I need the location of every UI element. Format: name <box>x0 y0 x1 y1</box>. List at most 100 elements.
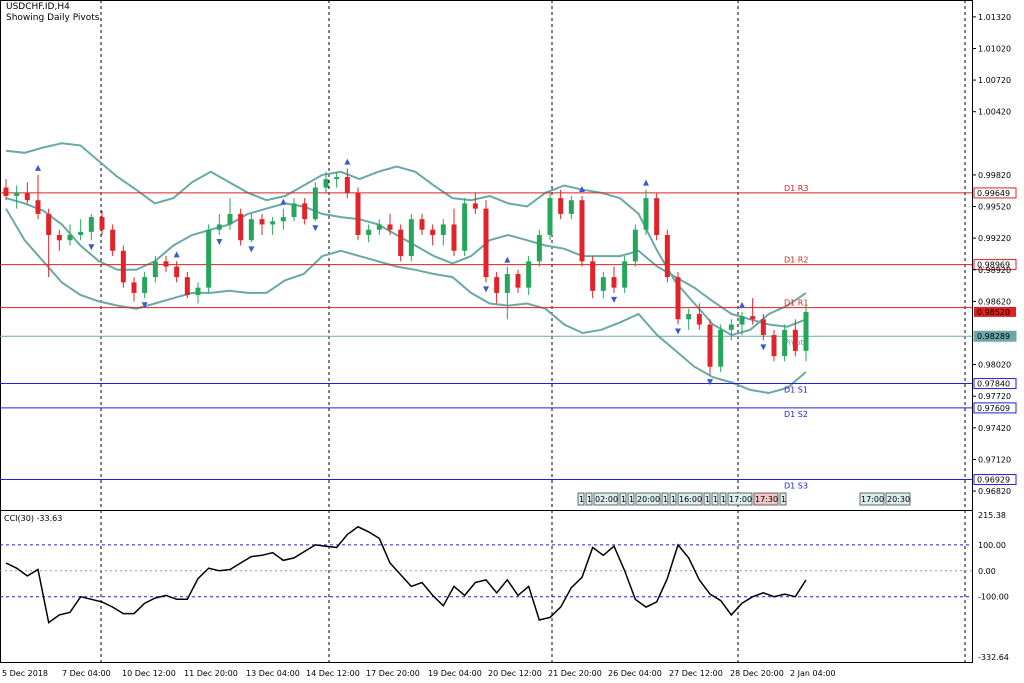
candle-body <box>483 208 489 278</box>
time-marker <box>885 492 911 506</box>
cci-tick-label: -100.00 <box>978 593 1009 602</box>
price-tick-label: 0.98020 <box>978 361 1011 370</box>
time-marker <box>577 492 585 506</box>
time-marker <box>627 492 635 506</box>
fractal-down-arrow <box>312 225 319 232</box>
candle-body <box>462 203 468 251</box>
candle-body <box>323 179 329 188</box>
candle-body <box>195 287 201 296</box>
time-marker-label: 1 <box>721 495 726 504</box>
candle-body <box>568 200 574 214</box>
current-price-label: 0.98520 <box>977 308 1010 317</box>
candle-body <box>312 187 318 220</box>
time-marker <box>753 492 779 506</box>
price-tick-label: 0.97120 <box>978 455 1011 464</box>
price-axis: 1.01320 1.01020 1.00720 1.00420 0.99820 0.995… <box>972 13 1011 496</box>
price-tick-label: 0.97720 <box>978 392 1011 401</box>
time-marker-label: 16:00 <box>679 495 702 504</box>
candle-body <box>344 177 350 193</box>
pivot-price-box <box>973 378 1017 390</box>
fractal-down-arrow <box>707 379 713 386</box>
bollinger-bands <box>5 142 807 395</box>
fractal-down-arrow <box>248 246 255 253</box>
candle-body <box>387 224 393 230</box>
time-axis-label: 7 Dec 04:00 <box>62 669 111 678</box>
time-marker-label: 1 <box>663 495 668 504</box>
candle-body <box>547 198 553 235</box>
cci-indicator: CCI(30) -33.63 215.38 100.00 0.00 -100.00 -33… <box>0 511 1009 662</box>
candle-body <box>622 261 628 288</box>
chart-subtitle: Showing Daily Pivots. <box>6 13 103 23</box>
candle-body <box>472 203 478 209</box>
pivot-price-label: 0.96929 <box>977 476 1010 485</box>
price-tick-label: 1.00720 <box>978 76 1011 85</box>
pivot-price-label: 0.99649 <box>977 189 1010 198</box>
candle-body <box>771 335 777 357</box>
chart-frame <box>0 0 973 663</box>
candle-body <box>216 224 222 230</box>
pivot-label: D1 S3 <box>784 482 808 491</box>
candle-body <box>718 329 724 367</box>
time-marker <box>669 492 677 506</box>
cci-label: CCI(30) -33.63 <box>4 514 62 523</box>
time-axis-label: 13 Dec 04:00 <box>246 669 300 678</box>
candle-body <box>739 316 745 325</box>
candle-body <box>291 203 297 218</box>
time-marker <box>727 492 753 506</box>
time-axis-label: 2 Jan 04:00 <box>790 669 836 678</box>
fractal-up-arrow <box>579 185 585 192</box>
time-axis-label: 19 Dec 04:00 <box>428 669 482 678</box>
time-marker-label: 1 <box>671 495 676 504</box>
candlesticks <box>3 168 809 376</box>
cci-tick-label: 100.00 <box>978 541 1006 550</box>
price-tick-label: 1.00420 <box>978 108 1011 117</box>
candle-body <box>696 314 702 325</box>
time-marker <box>635 492 661 506</box>
time-axis-label: 27 Dec 12:00 <box>669 669 723 678</box>
candle-body <box>14 192 20 196</box>
time-marker-label: 1 <box>713 495 718 504</box>
candle-body <box>792 329 798 351</box>
candle-body <box>174 266 180 278</box>
candle-body <box>504 273 510 293</box>
pivot-price-label: 0.97840 <box>977 380 1010 389</box>
time-marker-label: 02:00 <box>595 495 618 504</box>
candle-body <box>238 213 244 241</box>
price-tick-label: 0.98920 <box>978 266 1011 275</box>
price-tick-label: 0.99220 <box>978 234 1011 243</box>
candle-body <box>750 316 756 320</box>
candle-body <box>248 219 254 241</box>
time-marker-label: 1 <box>621 495 626 504</box>
candle-body <box>419 219 425 230</box>
candle-body <box>494 277 500 293</box>
candle-body <box>355 192 361 235</box>
candle-body <box>451 224 457 251</box>
pivot-label: D1 R1 <box>784 299 808 308</box>
time-marker-label: 20:00 <box>637 495 660 504</box>
price-tick-label: 0.99520 <box>978 203 1011 212</box>
time-marker <box>703 492 711 506</box>
price-tick-label: 0.99820 <box>978 171 1011 180</box>
candle-body <box>611 277 617 288</box>
candle-body <box>430 229 436 235</box>
price-tick-label: 1.01320 <box>978 13 1011 22</box>
candle-body <box>803 311 809 351</box>
price-tick-label: 0.96820 <box>978 487 1011 496</box>
cci-pane-border <box>0 510 973 663</box>
bollinger-middle <box>5 197 807 328</box>
time-axis-label: 26 Dec 04:00 <box>608 669 662 678</box>
time-marker-label: 1 <box>705 495 710 504</box>
candle-body <box>24 192 30 201</box>
candle-body <box>600 277 606 291</box>
time-marker-label: 1 <box>781 495 786 504</box>
cci-tick-label: -332.64 <box>978 653 1009 662</box>
pivot-label: D1 R3 <box>784 184 808 193</box>
time-marker <box>661 492 669 506</box>
candle-body <box>579 200 585 262</box>
fractal-down-arrow <box>216 238 223 245</box>
fractal-arrows <box>35 158 767 386</box>
pivot-price-box <box>973 330 1017 342</box>
time-axis-label: 28 Dec 20:00 <box>730 669 784 678</box>
candle-body <box>590 261 596 291</box>
